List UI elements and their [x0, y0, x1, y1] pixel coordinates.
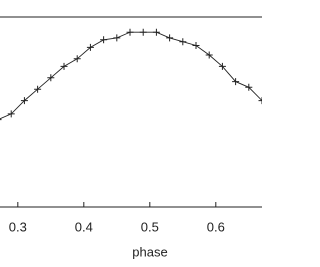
chart: phase 0.3 0.4 0.5 0.6 — [0, 16, 262, 259]
marker — [232, 78, 240, 86]
marker — [166, 34, 174, 42]
marker — [245, 83, 253, 91]
marker — [205, 51, 213, 59]
marker — [47, 74, 55, 82]
marker — [7, 110, 15, 118]
marker — [192, 42, 200, 49]
marker — [258, 97, 262, 105]
x-tick-label: 0.4 — [75, 219, 93, 234]
x-axis-title: phase — [132, 244, 167, 259]
marker — [113, 34, 121, 42]
marker — [60, 62, 68, 70]
page: {"chart_data": {"type": "line", "x_label… — [0, 16, 262, 260]
marker — [34, 85, 42, 93]
series-line — [0, 31, 262, 120]
marker — [179, 38, 187, 46]
marker — [20, 97, 28, 105]
x-tick-label: 0.6 — [207, 219, 225, 234]
marker — [152, 28, 160, 36]
marker — [139, 28, 147, 36]
x-tick-label: 0.3 — [9, 219, 27, 234]
plot-area — [0, 28, 262, 121]
x-tick-label: 0.5 — [141, 219, 159, 234]
marker — [218, 62, 226, 70]
marker — [73, 55, 81, 63]
marker — [0, 119, 2, 121]
marker — [100, 36, 108, 44]
marker — [126, 28, 134, 36]
marker — [86, 43, 94, 51]
